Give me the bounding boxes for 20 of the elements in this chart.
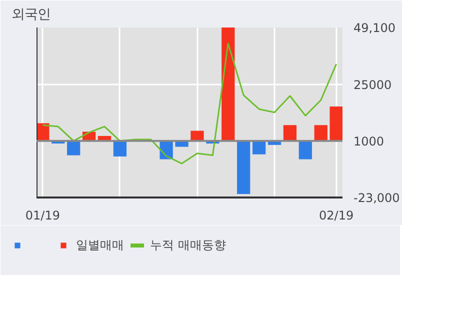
bar bbox=[67, 140, 80, 156]
bar bbox=[190, 130, 204, 141]
line-series bbox=[42, 42, 338, 164]
bar bbox=[222, 28, 235, 141]
legend-label: 누적 매매동향 bbox=[150, 236, 226, 254]
x-tick-label: 02/19 bbox=[319, 208, 354, 222]
bar bbox=[283, 125, 297, 141]
legend-label: 일별매매 bbox=[76, 236, 124, 254]
bar bbox=[330, 106, 342, 141]
x-tick-label: 01/19 bbox=[25, 208, 60, 222]
bar bbox=[237, 140, 250, 194]
bar bbox=[314, 125, 328, 141]
chart-title: 외국인 bbox=[12, 8, 50, 22]
bar bbox=[252, 140, 266, 154]
y-tick-label: 25000 bbox=[354, 78, 392, 92]
bar bbox=[113, 140, 127, 156]
y-tick-label: 49,100 bbox=[354, 21, 396, 35]
bar bbox=[298, 140, 312, 160]
y-tick-label: -23,000 bbox=[354, 191, 400, 205]
y-tick-label: 1000 bbox=[354, 134, 384, 148]
